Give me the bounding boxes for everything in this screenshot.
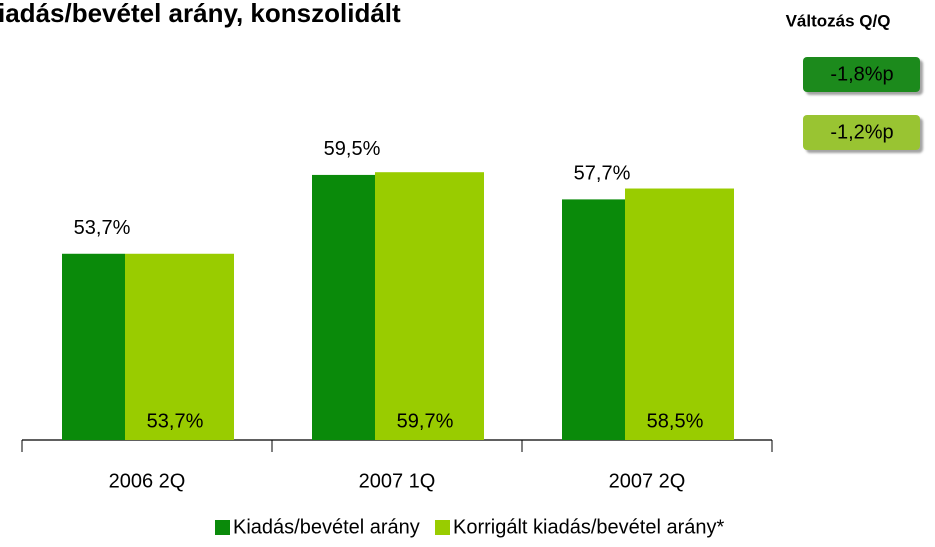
bar <box>125 253 234 440</box>
bar <box>562 199 625 440</box>
data-label: 59,5% <box>324 138 381 160</box>
x-tick-label: 2006 2Q <box>109 470 186 492</box>
data-label: 53,7% <box>147 410 204 432</box>
legend-swatch <box>435 520 450 535</box>
bar <box>625 188 734 440</box>
change-box <box>803 57 920 92</box>
data-label: 59,7% <box>397 410 454 432</box>
legend-label: Kiadás/bevétel arány <box>233 516 420 538</box>
annotation-title: Változás Q/Q <box>786 11 891 30</box>
data-label: 53,7% <box>74 217 131 239</box>
change-label: -1,2%p <box>830 121 893 143</box>
data-label: 57,7% <box>574 163 631 185</box>
x-tick-label: 2007 2Q <box>609 470 686 492</box>
x-tick-label: 2007 1Q <box>359 470 436 492</box>
change-label: -1,8%p <box>830 63 893 85</box>
chart-title: iadás/bevétel arány, konszolidált <box>0 0 401 28</box>
legend-swatch <box>215 520 230 535</box>
bar <box>62 253 125 440</box>
legend-label: Korrigált kiadás/bevétel arány* <box>453 516 724 538</box>
change-box <box>803 115 920 150</box>
data-label: 58,5% <box>647 410 704 432</box>
bar <box>375 172 484 440</box>
bar <box>312 174 375 440</box>
